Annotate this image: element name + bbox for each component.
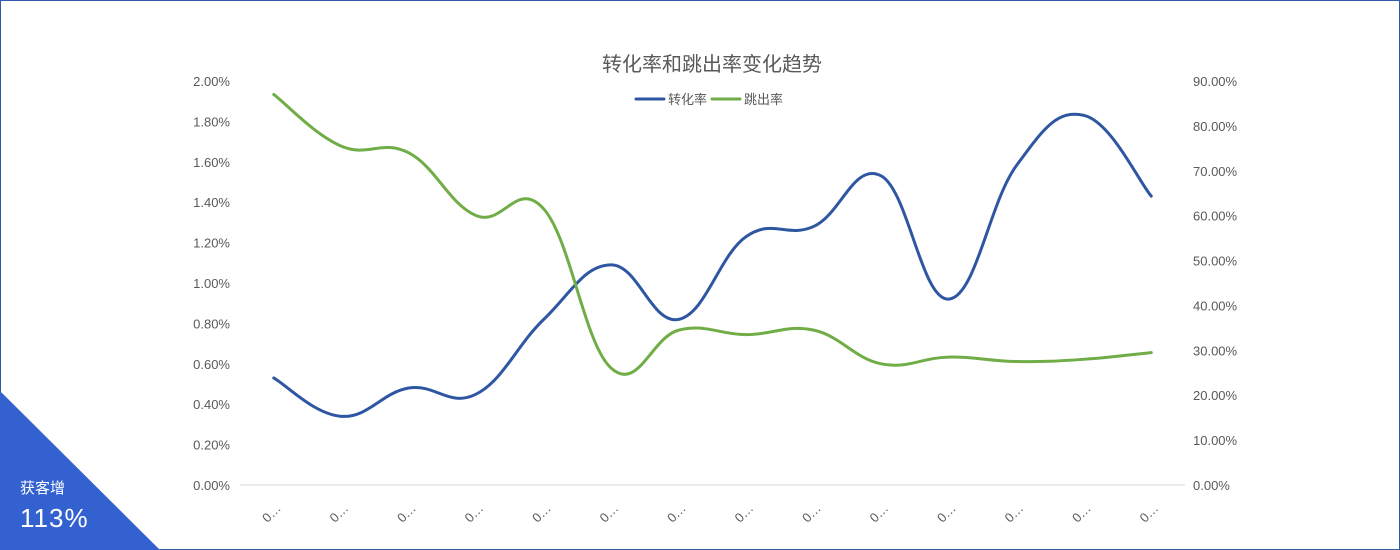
- y-right-tick-label: 30.00%: [1193, 343, 1238, 358]
- x-tick-label: 0…: [1001, 501, 1026, 526]
- chart-legend: 转化率 跳出率: [634, 92, 783, 108]
- y-right-tick-label: 20.00%: [1193, 388, 1238, 403]
- y-left-tick-label: 0.60%: [193, 357, 230, 372]
- y-right-tick-label: 0.00%: [1193, 478, 1230, 493]
- y-right-tick-label: 40.00%: [1193, 298, 1238, 313]
- y-right-tick-label: 90.00%: [1193, 74, 1238, 89]
- x-tick-label: 0…: [731, 501, 756, 526]
- legend-label: 转化率: [668, 92, 707, 108]
- legend-label: 跳出率: [744, 92, 783, 108]
- x-tick-label: 0…: [1136, 501, 1161, 526]
- y-left-tick-label: 1.60%: [193, 155, 230, 170]
- x-tick-label: 0…: [529, 501, 554, 526]
- y-left-tick-label: 1.40%: [193, 195, 230, 210]
- y-left-tick-label: 2.00%: [193, 74, 230, 89]
- x-tick-label: 0…: [866, 501, 891, 526]
- y-left-tick-label: 0.80%: [193, 316, 230, 331]
- x-tick-label: 0…: [461, 501, 486, 526]
- y-left-tick-label: 0.20%: [193, 438, 230, 453]
- y-left-tick-label: 1.20%: [193, 236, 230, 251]
- x-tick-label: 0…: [1069, 501, 1094, 526]
- chart-title: 转化率和跳出率变化趋势: [602, 52, 822, 76]
- badge-label: 获客增: [20, 479, 66, 497]
- y-right-tick-label: 50.00%: [1193, 254, 1238, 269]
- x-tick-label: 0…: [394, 501, 419, 526]
- series-line-bounce-rate: [272, 92, 1153, 376]
- chart-axes: 0.00% 0.20% 0.40% 0.60% 0.80% 1.00% 1.20% 1.40%…: [193, 74, 1237, 525]
- x-tick-label: 0…: [596, 501, 621, 526]
- x-tick-label: 0…: [934, 501, 959, 526]
- x-tick-label: 0…: [326, 501, 351, 526]
- series-layer: [272, 92, 1153, 418]
- y-left-tick-label: 0.40%: [193, 397, 230, 412]
- y-right-tick-label: 60.00%: [1193, 209, 1238, 224]
- x-tick-label: 0…: [664, 501, 689, 526]
- y-left-tick-label: 1.00%: [193, 276, 230, 291]
- y-left-tick-label: 0.00%: [193, 478, 230, 493]
- badge-value: 113%: [20, 503, 89, 533]
- y-right-tick-label: 80.00%: [1193, 119, 1238, 134]
- y-right-tick-label: 10.00%: [1193, 433, 1238, 448]
- x-tick-label: 0…: [799, 501, 824, 526]
- series-line-conversion-rate: [272, 112, 1153, 418]
- x-tick-label: 0…: [259, 501, 284, 526]
- y-left-tick-label: 1.80%: [193, 114, 230, 129]
- y-right-tick-label: 70.00%: [1193, 164, 1238, 179]
